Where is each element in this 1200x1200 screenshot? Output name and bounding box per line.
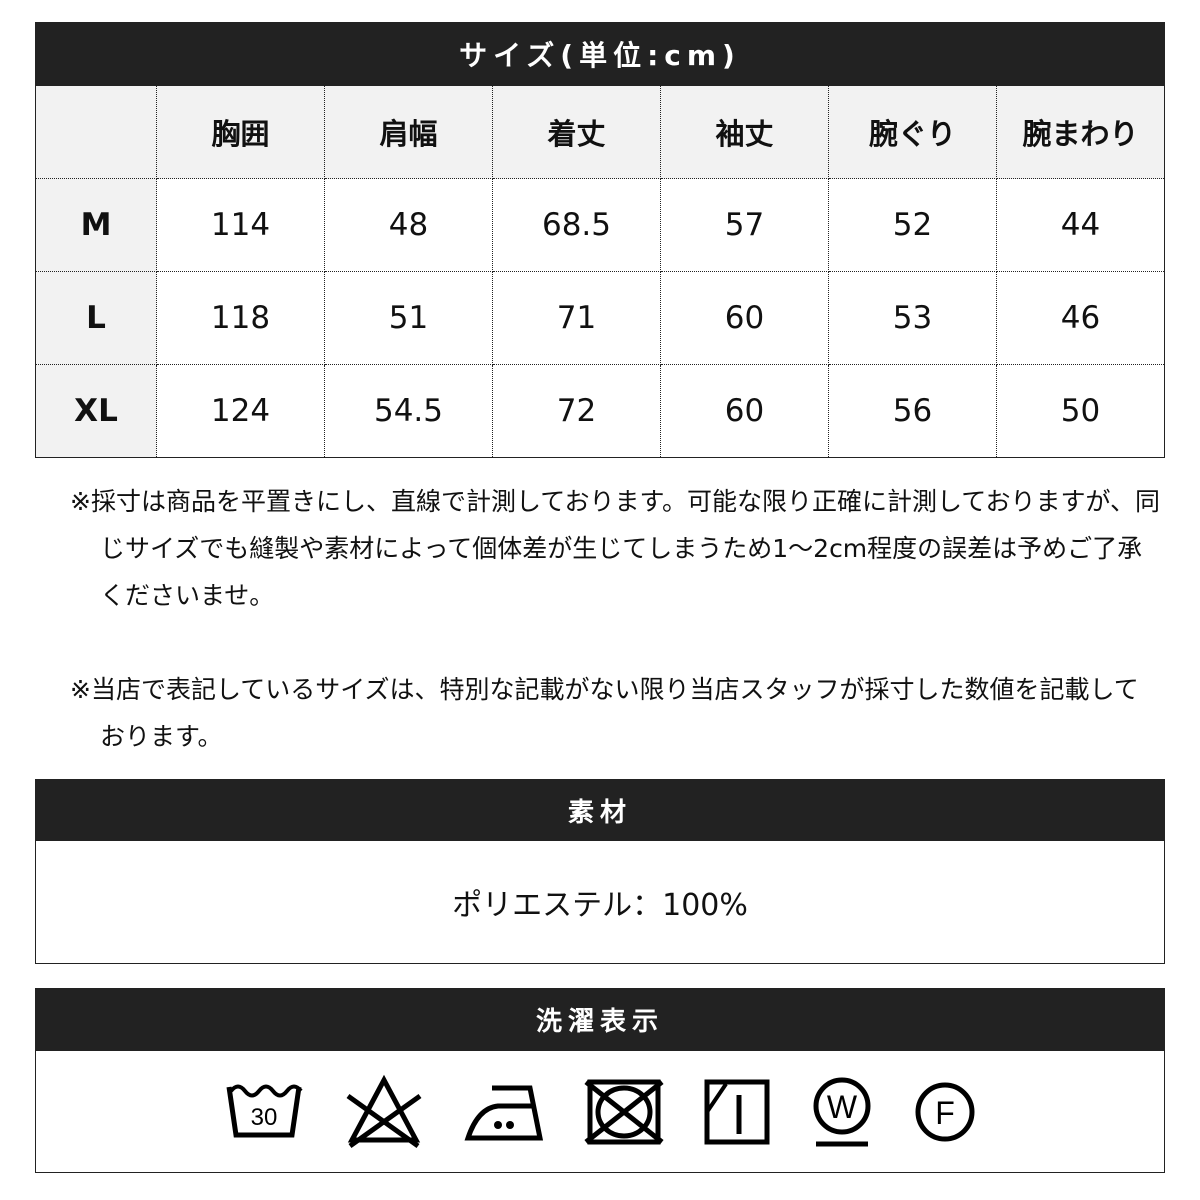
table-row: XL 124 54.5 72 60 56 50 — [35, 364, 1165, 458]
header-cell: 腕まわり — [996, 85, 1165, 179]
cell: 72 — [492, 364, 661, 458]
cell: 52 — [828, 178, 997, 272]
cell: 54.5 — [324, 364, 493, 458]
size-label: M — [35, 178, 157, 272]
cell: 71 — [492, 271, 661, 365]
wet-clean-gentle-icon: W — [813, 1077, 871, 1146]
cell: 60 — [660, 271, 829, 365]
cell: 44 — [996, 178, 1165, 272]
dry-clean-label: F — [935, 1095, 955, 1131]
header-cell: 胸囲 — [156, 85, 325, 179]
wash-30-icon: 30 — [226, 1084, 303, 1137]
table-row: M 114 48 68.5 57 52 44 — [35, 178, 1165, 272]
header-cell: 肩幅 — [324, 85, 493, 179]
material-text: ポリエステル：100% — [452, 888, 748, 923]
drip-dry-shade-icon — [704, 1079, 770, 1144]
table-row: L 118 51 71 60 53 46 — [35, 271, 1165, 365]
material-title: 素材 — [35, 779, 1165, 841]
no-tumble-dry-icon — [584, 1079, 664, 1144]
cell: 51 — [324, 271, 493, 365]
dry-clean-f-icon: F — [915, 1082, 975, 1141]
wet-clean-label: W — [827, 1089, 858, 1125]
cell: 68.5 — [492, 178, 661, 272]
header-cell: 腕ぐり — [828, 85, 997, 179]
size-section-title: サイズ(単位:cm) — [35, 22, 1165, 85]
cell: 50 — [996, 364, 1165, 458]
note-measurement: ※採寸は商品を平置きにし、直線で計測しております。可能な限り正確に計測しておりま… — [70, 487, 1160, 610]
cell: 56 — [828, 364, 997, 458]
notes: ※採寸は商品を平置きにし、直線で計測しております。可能な限り正確に計測しておりま… — [70, 478, 1160, 760]
note-staff: ※当店で表記しているサイズは、特別な記載がない限り当店スタッフが採寸した数値を記… — [70, 675, 1139, 751]
size-table: 胸囲 肩幅 着丈 袖丈 腕ぐり 腕まわり M 114 48 68.5 57 52… — [35, 85, 1165, 458]
size-label: XL — [35, 364, 157, 458]
table-header-row: 胸囲 肩幅 着丈 袖丈 腕ぐり 腕まわり — [35, 85, 1165, 179]
cell: 118 — [156, 271, 325, 365]
cell: 114 — [156, 178, 325, 272]
cell: 124 — [156, 364, 325, 458]
material-box: ポリエステル：100% — [35, 841, 1165, 964]
size-label: L — [35, 271, 157, 365]
laundry-title: 洗濯表示 — [35, 988, 1165, 1051]
cell: 48 — [324, 178, 493, 272]
header-cell: 着丈 — [492, 85, 661, 179]
iron-medium-icon — [464, 1085, 544, 1140]
no-bleach-icon — [346, 1074, 422, 1148]
cell: 46 — [996, 271, 1165, 365]
laundry-icons: 30 W F — [35, 1051, 1165, 1173]
header-cell — [35, 85, 157, 179]
cell: 53 — [828, 271, 997, 365]
header-cell: 袖丈 — [660, 85, 829, 179]
cell: 57 — [660, 178, 829, 272]
wash-temp-label: 30 — [251, 1104, 278, 1131]
cell: 60 — [660, 364, 829, 458]
